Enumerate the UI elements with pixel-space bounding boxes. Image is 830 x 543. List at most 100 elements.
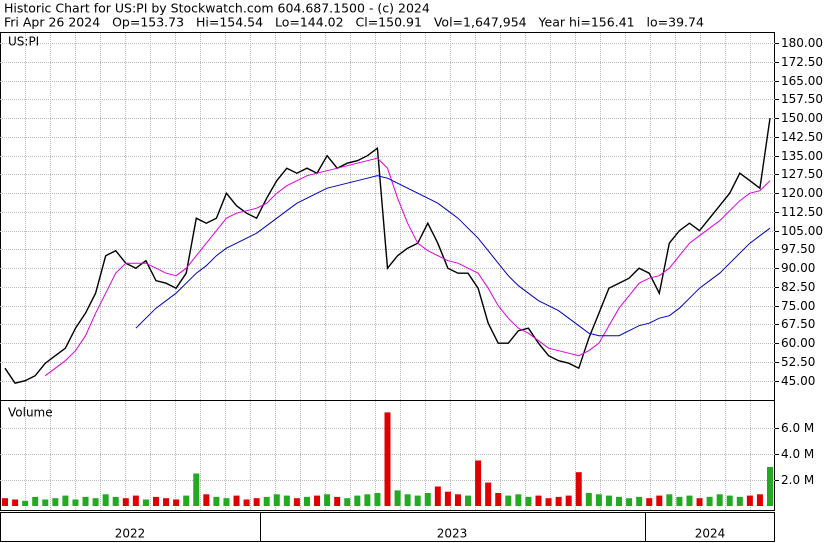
volume-bar — [384, 412, 391, 506]
volume-bar — [354, 495, 361, 506]
volume-bar — [243, 499, 250, 506]
volume-bar — [756, 494, 763, 506]
year-label: 2024 — [695, 527, 726, 541]
volume-bar — [595, 494, 602, 506]
volume-bar — [535, 495, 542, 506]
volume-bar — [444, 491, 451, 506]
volume-bar — [424, 493, 431, 506]
volume-bar — [344, 498, 351, 506]
volume-bar — [646, 498, 653, 506]
volume-bar — [102, 494, 109, 506]
volume-bar — [505, 495, 512, 506]
volume-bar — [495, 493, 502, 506]
volume-bar — [324, 494, 331, 506]
volume-bar — [233, 495, 240, 506]
y-tick-label: 2.0 M — [781, 473, 814, 487]
y-tick-label: 180.00 — [781, 36, 823, 50]
volume-bar — [465, 495, 472, 506]
volume-bar — [555, 496, 562, 506]
volume-bar — [52, 498, 59, 506]
volume-bar — [485, 482, 492, 506]
y-tick-label: 157.50 — [781, 92, 823, 106]
volume-bar — [616, 496, 623, 506]
volume-bar — [746, 495, 753, 506]
y-tick-label: 142.50 — [781, 130, 823, 144]
volume-bar — [414, 495, 421, 506]
volume-bar — [676, 496, 683, 506]
y-tick-label: 120.00 — [781, 186, 823, 200]
volume-bar — [736, 496, 743, 506]
volume-bar — [283, 495, 290, 506]
volume-bar — [142, 499, 149, 506]
chart-title: Historic Chart for US:PI by Stockwatch.c… — [4, 1, 430, 16]
volume-bar — [173, 499, 180, 506]
y-tick-label: 82.50 — [781, 280, 815, 294]
volume-bar — [605, 495, 612, 506]
volume-bar — [42, 499, 49, 506]
grid: 45.00 52.50 60.00 67.50 75.00 82.50 90.00 97.50… — [0, 33, 823, 510]
volume-bar — [112, 496, 119, 506]
volume-bar — [122, 498, 129, 506]
y-tick-label: 75.00 — [781, 299, 815, 313]
volume-label: Volume — [8, 406, 53, 420]
volume-bar — [565, 495, 572, 506]
volume-bar — [223, 498, 230, 506]
y-tick-label: 67.50 — [781, 317, 815, 331]
volume-bar — [203, 494, 210, 506]
volume-bar — [525, 496, 532, 506]
volume-bar — [2, 498, 8, 506]
volume-bar — [767, 467, 773, 506]
moving-average — [45, 157, 771, 377]
y-tick-label: 60.00 — [781, 336, 815, 350]
y-tick-label: 150.00 — [781, 111, 823, 125]
volume-bar — [163, 498, 170, 506]
volume-bar — [374, 493, 381, 506]
volume-bar — [364, 494, 371, 506]
volume-bar — [12, 499, 19, 506]
y-tick-label: 112.50 — [781, 205, 823, 219]
volume-bar — [636, 496, 643, 506]
year-label: 2022 — [115, 527, 146, 541]
volume-bar — [82, 496, 89, 506]
volume-bar — [263, 496, 270, 506]
volume-bar — [475, 460, 482, 506]
volume-bar — [575, 472, 582, 506]
symbol-label: US:PI — [8, 35, 39, 49]
volume-bar — [454, 494, 461, 506]
y-tick-label: 90.00 — [781, 261, 815, 275]
volume-bar — [515, 494, 522, 506]
volume-bar — [314, 495, 321, 506]
volume-bar — [132, 495, 139, 506]
volume-bar — [434, 486, 441, 506]
volume-bar — [696, 498, 703, 506]
volume-bar — [92, 498, 99, 506]
volume-bar — [303, 496, 310, 506]
volume-bar — [404, 494, 411, 506]
year-label: 2023 — [437, 527, 468, 541]
y-tick-label: 97.50 — [781, 242, 815, 256]
volume-bar — [213, 496, 220, 506]
volume-bar — [666, 494, 673, 506]
y-tick-label: 4.0 M — [781, 447, 814, 461]
volume-bar — [72, 499, 79, 506]
volume-bar — [686, 495, 693, 506]
y-tick-label: 6.0 M — [781, 421, 814, 435]
volume-bar — [394, 490, 401, 506]
moving-average — [135, 175, 771, 337]
volume-bar — [716, 494, 723, 506]
y-tick-label: 105.00 — [781, 224, 823, 238]
y-tick-label: 135.00 — [781, 149, 823, 163]
year-axis — [0, 512, 775, 542]
volume-bar — [62, 495, 69, 506]
volume-bar — [706, 496, 713, 506]
volume-bar — [545, 498, 552, 506]
volume-bar — [152, 496, 159, 506]
volume-bar — [193, 473, 200, 506]
chart-subtitle: Fri Apr 26 2024 Op=153.73 Hi=154.54 Lo=1… — [4, 15, 704, 30]
y-tick-label: 172.50 — [781, 55, 823, 69]
volume-bar — [726, 495, 733, 506]
volume-bar — [32, 496, 39, 506]
y-tick-label: 127.50 — [781, 167, 823, 181]
